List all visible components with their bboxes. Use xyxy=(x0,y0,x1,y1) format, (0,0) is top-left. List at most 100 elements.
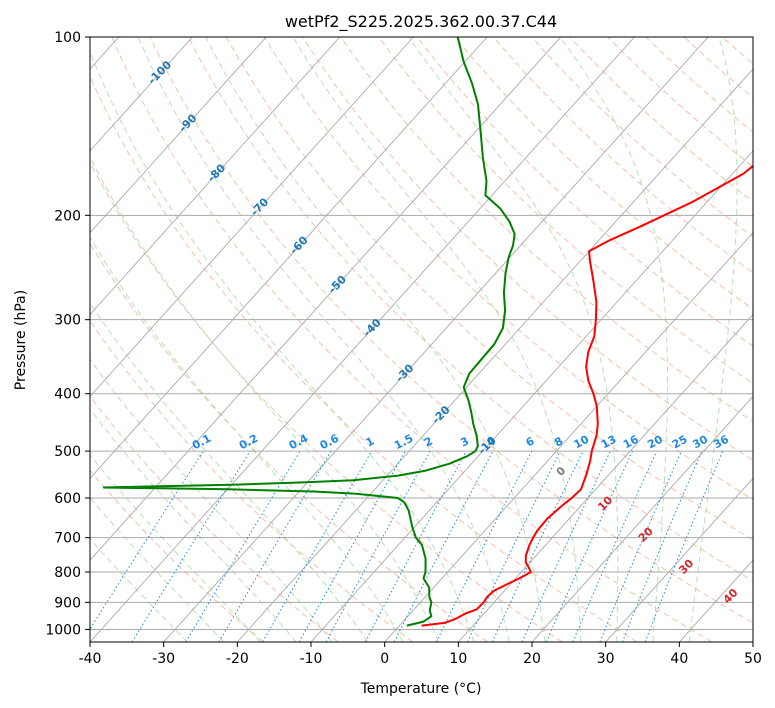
plot-frame xyxy=(89,36,754,643)
isotherm-line xyxy=(605,477,753,642)
x-tick-label: -30 xyxy=(152,651,175,667)
isotherm-line xyxy=(90,37,193,152)
y-tick-label: 700 xyxy=(54,531,81,547)
chart-title: wetPf2_S225.2025.362.00.37.C44 xyxy=(285,12,557,32)
x-axis-label: Temperature (°C) xyxy=(360,681,482,697)
adiabat-label: 10 xyxy=(595,493,615,513)
mixing-ratio-line xyxy=(572,450,658,642)
x-tick-label: 50 xyxy=(744,651,762,667)
y-tick-label: 300 xyxy=(54,313,81,329)
moist-adiabat-line xyxy=(90,408,297,642)
isotherm-line xyxy=(90,37,267,234)
mixing-ratio-line xyxy=(90,450,204,630)
temperature-profile-line xyxy=(421,164,753,627)
isotherm-line xyxy=(310,150,753,642)
adiabat-label: 0 xyxy=(554,464,569,479)
profile-layer xyxy=(102,37,753,627)
dry-adiabat-line xyxy=(531,37,753,238)
dry-adiabat-line xyxy=(416,37,753,347)
dry-adiabat-line xyxy=(645,37,753,133)
isotherm-line xyxy=(236,68,753,642)
x-tick-label: 10 xyxy=(449,651,467,667)
dry-adiabat-line xyxy=(90,320,414,642)
dry-adiabat-line xyxy=(111,37,712,642)
dry-adiabat-line xyxy=(378,37,753,385)
isotherm-line xyxy=(90,37,341,316)
moist-adiabat-line xyxy=(90,236,404,642)
dry-adiabat-line xyxy=(454,37,753,310)
dry-adiabat-line xyxy=(90,395,339,642)
mixing-ratio-label: 10 xyxy=(572,433,592,452)
mixing-ratio-label: 25 xyxy=(670,433,690,452)
moist-adiabat-line xyxy=(407,37,619,642)
mixing-ratio-line xyxy=(364,450,467,642)
mixing-ratio-label: 20 xyxy=(645,433,665,452)
mixing-ratio-label: 3 xyxy=(458,434,471,449)
mixing-ratio-line xyxy=(644,450,724,642)
mixing-ratio-label: 0.2 xyxy=(237,432,260,453)
axis-ticks: -40 -30 -20 -10 0 10 20 30 40 5010009008007006005… xyxy=(45,30,762,667)
moist-adiabat-line xyxy=(90,156,439,642)
isotherm-line xyxy=(90,37,635,642)
mixing-ratio-label: 16 xyxy=(621,433,641,452)
grid-layer xyxy=(90,37,753,642)
moist-adiabat-line xyxy=(90,454,261,642)
x-tick-label: 20 xyxy=(523,651,541,667)
isotherm-line xyxy=(531,395,753,642)
mixing-ratio-label: 30 xyxy=(690,433,710,452)
y-tick-label: 600 xyxy=(54,491,81,507)
y-tick-label: 800 xyxy=(54,565,81,581)
mixing-ratio-line xyxy=(467,450,561,642)
moist-adiabat-line xyxy=(688,37,738,642)
mixing-ratio-label: 1 xyxy=(364,434,377,449)
mixing-ratio-label: 8 xyxy=(552,434,565,449)
moist-adiabat-line xyxy=(90,358,333,642)
mixing-ratio-line xyxy=(491,450,584,642)
moist-adiabat-line xyxy=(90,302,369,642)
moist-adiabat-line xyxy=(205,37,546,642)
dry-adiabat-line xyxy=(225,37,753,541)
isotherm-line xyxy=(457,313,753,642)
mixing-ratio-label: 0.4 xyxy=(287,432,311,453)
mixing-ratio-line xyxy=(185,450,301,642)
dewpoint-profile-line xyxy=(102,37,516,627)
mixing-ratio-line xyxy=(621,450,703,642)
adiabat-label: 40 xyxy=(721,586,741,606)
mixing-ratio-label: 6 xyxy=(524,434,537,449)
dry-adiabat-line xyxy=(493,37,753,274)
moist-adiabat-line xyxy=(137,37,510,642)
dry-adiabat-line xyxy=(90,469,264,642)
x-tick-label: -20 xyxy=(226,651,249,667)
x-tick-label: 0 xyxy=(380,651,389,667)
isotherm-line xyxy=(90,37,488,479)
mixing-ratio-line xyxy=(298,450,406,642)
y-tick-label: 400 xyxy=(54,387,81,403)
y-tick-label: 100 xyxy=(54,30,81,46)
dry-adiabat-line xyxy=(607,37,753,168)
mixing-ratio-label: 36 xyxy=(711,433,731,452)
x-tick-label: 40 xyxy=(670,651,688,667)
x-tick-label: 30 xyxy=(597,651,615,667)
mixing-ratio-label: 13 xyxy=(599,433,619,452)
y-tick-label: 200 xyxy=(54,208,81,224)
moist-adiabat-line xyxy=(559,37,668,642)
x-tick-label: -40 xyxy=(79,651,102,667)
isotherm-line xyxy=(752,641,753,642)
dry-adiabat-line xyxy=(149,37,753,624)
isotherm-line xyxy=(163,37,709,642)
isotherm-line xyxy=(90,37,414,398)
mixing-ratio-line xyxy=(545,450,633,642)
dry-adiabat-line xyxy=(683,37,753,99)
mixing-ratio-line xyxy=(599,450,682,642)
mixing-ratio-label: 0.1 xyxy=(190,432,213,453)
x-tick-label: -10 xyxy=(300,651,323,667)
isotherm-line xyxy=(384,232,753,642)
y-tick-label: 1000 xyxy=(45,622,81,638)
y-tick-label: 900 xyxy=(54,595,81,611)
y-axis-label: Pressure (hPa) xyxy=(13,290,29,390)
mixing-ratio-label: 2 xyxy=(422,434,435,449)
dry-adiabat-line xyxy=(264,37,753,501)
moist-adiabat-line xyxy=(90,50,475,642)
isotherm-line xyxy=(90,37,562,561)
